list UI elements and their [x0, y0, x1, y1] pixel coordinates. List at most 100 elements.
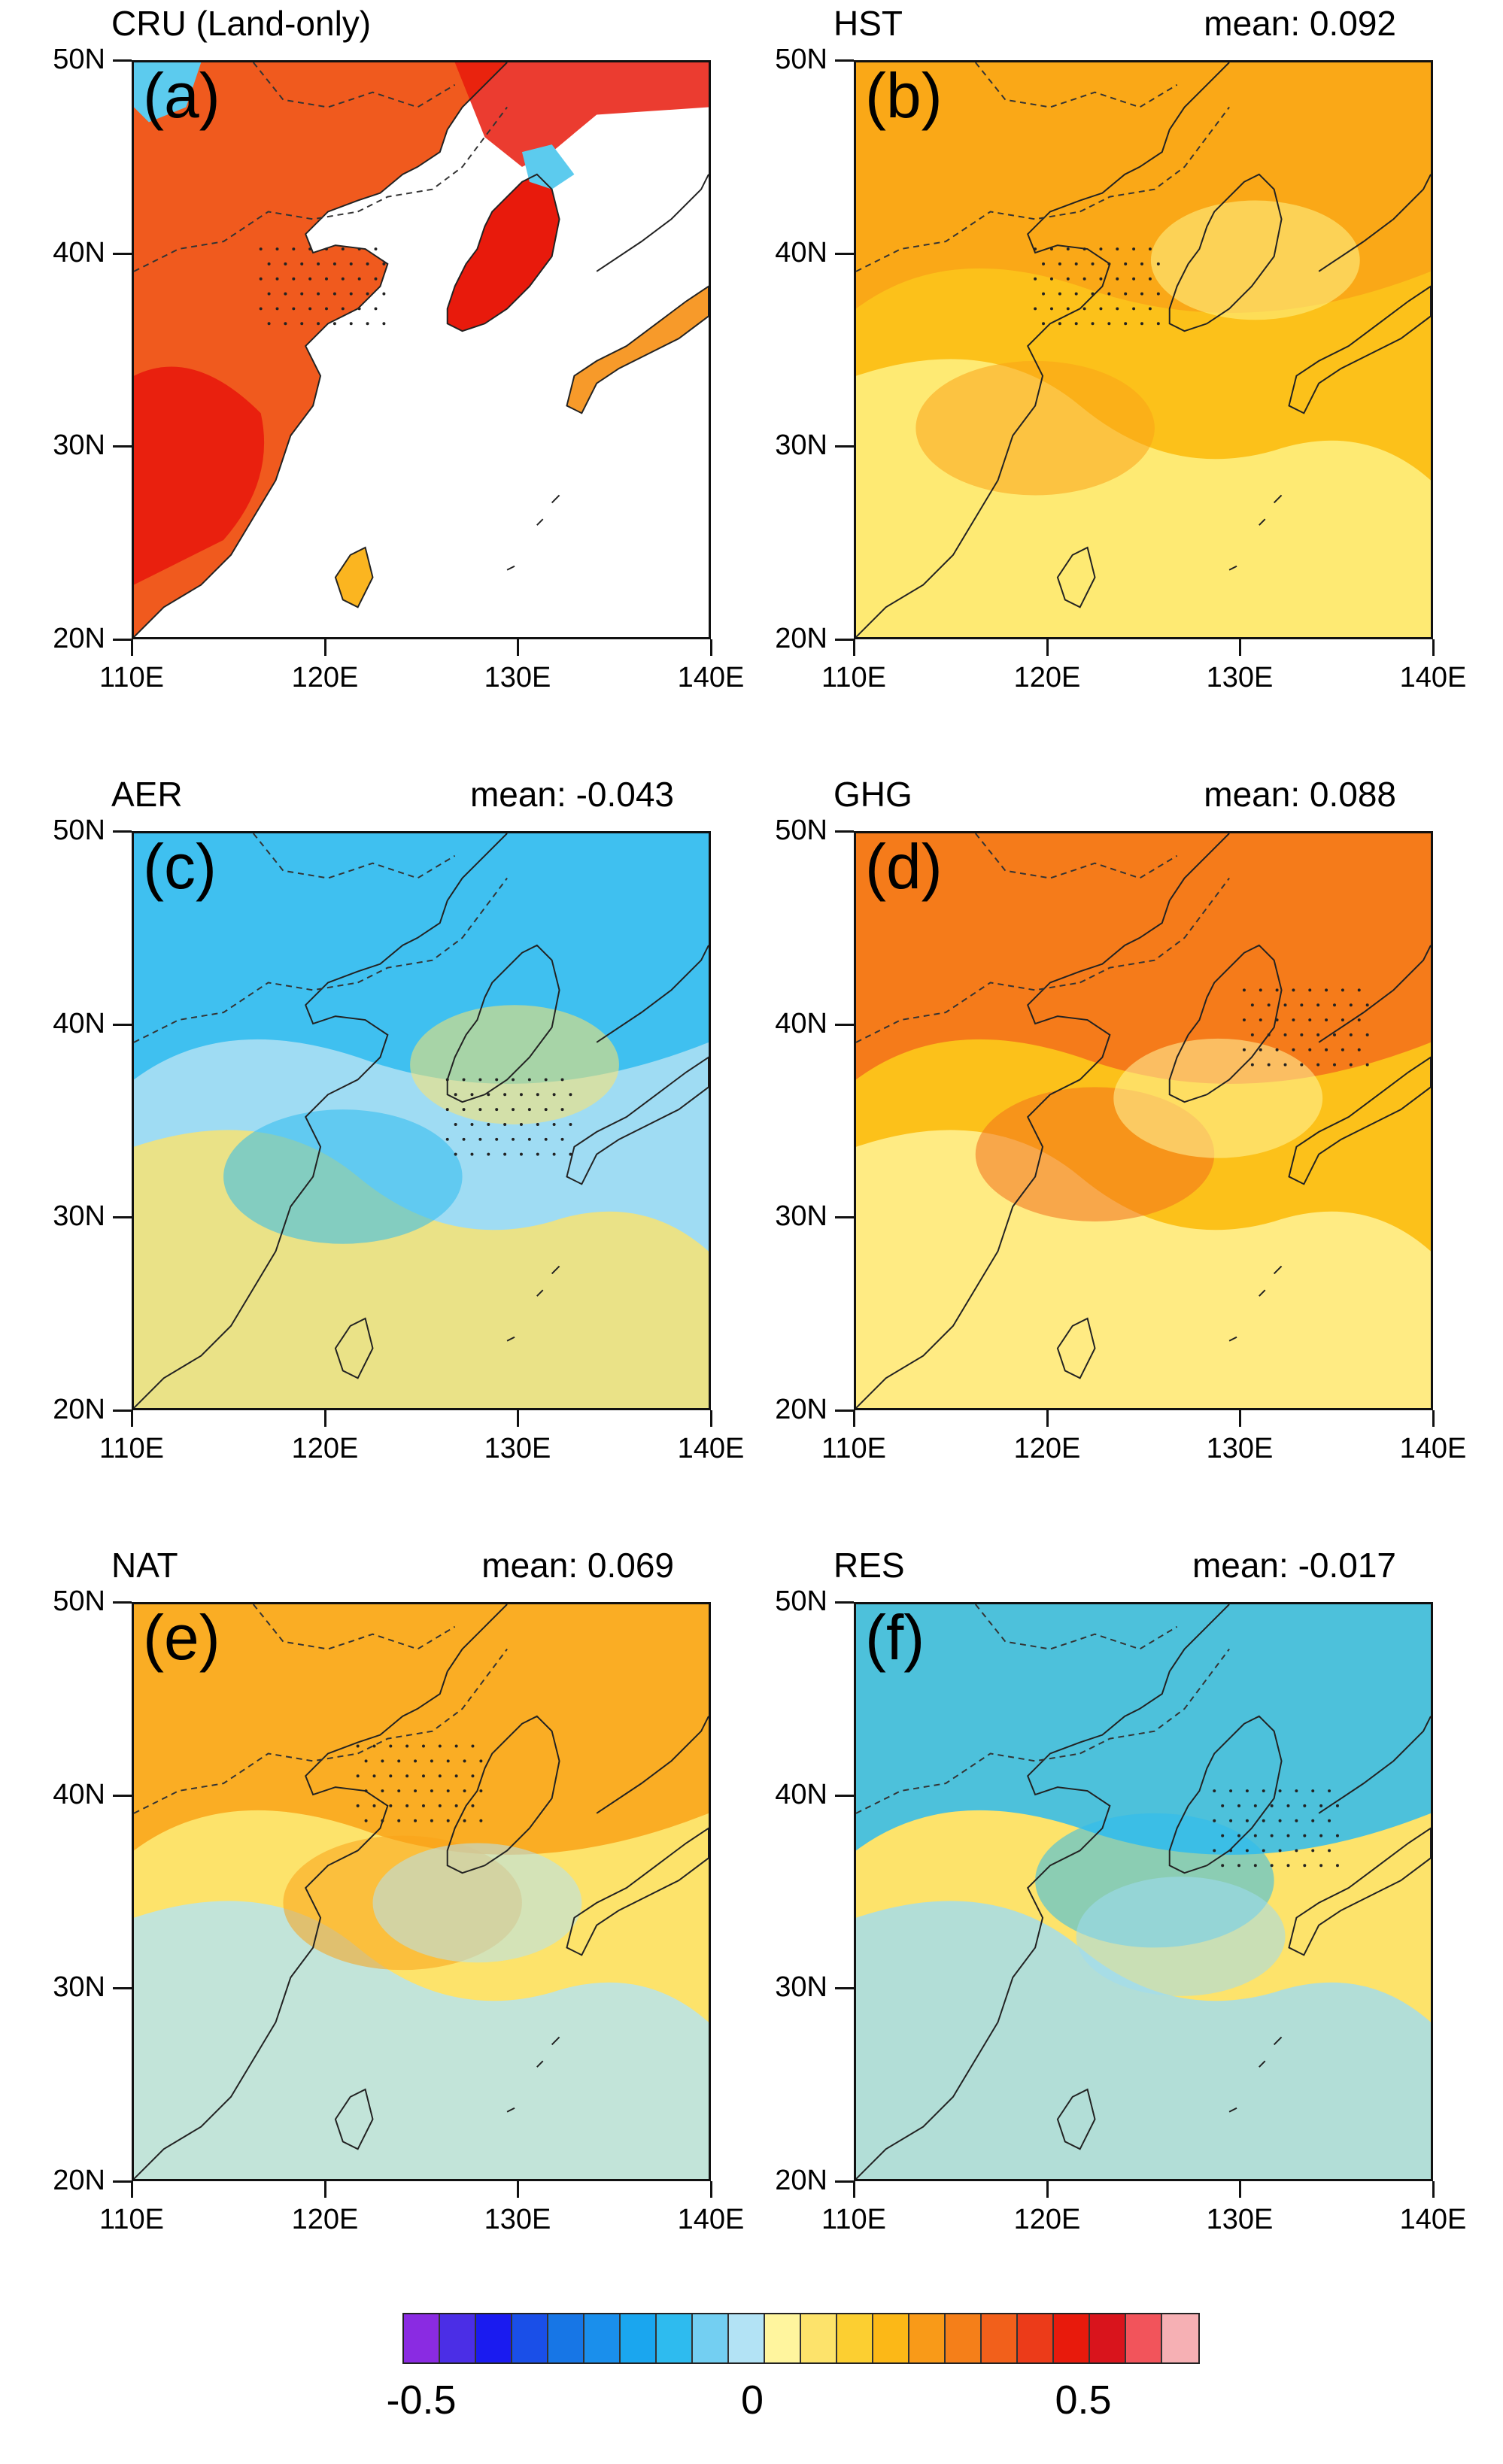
lon-label: 130E [1206, 1433, 1274, 1464]
lat-label: 40N [775, 1008, 827, 1039]
lat-label: 30N [53, 1971, 105, 2003]
lon-tick [324, 639, 326, 656]
lon-label: 120E [1013, 662, 1081, 693]
colorbar-swatch [1018, 2314, 1054, 2362]
panel-letter: (d) [865, 831, 943, 902]
map-panel: CRU (Land-only) (a) 50N 40N 30N 20N 110E 120E… [0, 0, 744, 722]
lon-label: 120E [291, 662, 359, 693]
lon-tick [1432, 2181, 1435, 2198]
map-panel: HST mean: 0.092 (b) 50N 40N 30N 20N 110E 120E 1… [722, 0, 1466, 722]
lon-label: 130E [1206, 2204, 1274, 2235]
lat-label: 40N [53, 1779, 105, 1810]
panel-letter: (c) [143, 831, 217, 902]
lat-label: 20N [53, 2165, 105, 2196]
map-panel: NAT mean: 0.069 (e) 50N 40N 30N 20N 110E 120E 1… [0, 1542, 744, 2264]
lon-tick [324, 1410, 326, 1427]
lat-label: 20N [53, 1394, 105, 1425]
lat-tick [113, 639, 132, 641]
lon-tick [517, 639, 519, 656]
lat-tick [835, 1795, 854, 1797]
lat-label: 20N [775, 623, 827, 654]
panel-mean: mean: 0.088 [1204, 775, 1396, 814]
lat-tick [835, 1987, 854, 1989]
lon-label: 140E [677, 662, 745, 693]
lat-tick [113, 59, 132, 62]
colorbar-swatch [801, 2314, 837, 2362]
colorbar [402, 2313, 1200, 2364]
lat-label: 40N [53, 1008, 105, 1039]
map-frame: (b) [854, 60, 1433, 639]
lat-tick [113, 1601, 132, 1604]
colorbar-label-min: -0.5 [386, 2378, 457, 2423]
colorbar-swatch [693, 2314, 729, 2362]
map-svg [134, 1604, 709, 2179]
lon-tick [1239, 2181, 1241, 2198]
lat-tick [113, 830, 132, 833]
lat-label: 50N [53, 44, 105, 75]
lon-label: 120E [1013, 1433, 1081, 1464]
lat-tick [835, 639, 854, 641]
lat-tick [835, 1216, 854, 1218]
lat-tick [835, 1601, 854, 1604]
colorbar-swatch [1162, 2314, 1198, 2362]
lat-tick [113, 1410, 132, 1412]
lon-tick [1046, 1410, 1049, 1427]
colorbar-swatch [982, 2314, 1018, 2362]
colorbar-swatch [476, 2314, 512, 2362]
map-frame: (c) [132, 831, 711, 1410]
lon-tick [131, 1410, 133, 1427]
colorbar-swatch [1090, 2314, 1126, 2362]
lat-label: 40N [775, 237, 827, 269]
map-svg [856, 62, 1431, 637]
colorbar-swatch [512, 2314, 548, 2362]
colorbar-swatch [1126, 2314, 1162, 2362]
lat-label: 50N [775, 1586, 827, 1617]
lon-tick [853, 639, 855, 656]
map-frame: (d) [854, 831, 1433, 1410]
lon-label: 110E [821, 662, 886, 693]
lat-tick [835, 1410, 854, 1412]
lon-label: 140E [677, 2204, 745, 2235]
lat-tick [113, 1024, 132, 1026]
map-panel: RES mean: -0.017 (f) 50N 40N 30N 20N 110E 120E… [722, 1542, 1466, 2264]
lon-label: 110E [821, 2204, 886, 2235]
colorbar-swatch [621, 2314, 657, 2362]
panel-title: CRU (Land-only) [111, 4, 372, 43]
lat-label: 20N [775, 1394, 827, 1425]
lon-label: 130E [484, 2204, 551, 2235]
lon-tick [324, 2181, 326, 2198]
lat-label: 30N [53, 429, 105, 461]
lat-label: 50N [53, 1586, 105, 1617]
lon-tick [517, 2181, 519, 2198]
lon-tick [1239, 1410, 1241, 1427]
colorbar-swatch [765, 2314, 801, 2362]
lat-tick [113, 1216, 132, 1218]
panel-title: AER [111, 775, 183, 814]
lon-label: 110E [821, 1433, 886, 1464]
lon-tick [853, 1410, 855, 1427]
panel-title: GHG [833, 775, 912, 814]
panel-mean: mean: -0.043 [469, 775, 674, 814]
lat-label: 30N [775, 429, 827, 461]
lon-tick [1239, 639, 1241, 656]
lat-label: 50N [775, 815, 827, 846]
map-frame: (a) [132, 60, 711, 639]
colorbar-swatch [404, 2314, 440, 2362]
lat-label: 30N [775, 1971, 827, 2003]
panel-letter: (a) [143, 60, 220, 131]
lat-label: 20N [53, 623, 105, 654]
lat-label: 50N [53, 815, 105, 846]
panel-mean: mean: -0.017 [1192, 1546, 1396, 1585]
panel-mean: mean: 0.069 [481, 1546, 674, 1585]
lat-tick [113, 253, 132, 255]
lon-label: 130E [484, 662, 551, 693]
lon-tick [1046, 639, 1049, 656]
lon-label: 140E [1399, 662, 1467, 693]
lon-tick [1046, 2181, 1049, 2198]
map-frame: (f) [854, 1602, 1433, 2181]
lon-tick [710, 2181, 712, 2198]
colorbar-swatch [1054, 2314, 1090, 2362]
lat-label: 30N [53, 1200, 105, 1232]
colorbar-swatch [909, 2314, 946, 2362]
lon-label: 120E [291, 1433, 359, 1464]
